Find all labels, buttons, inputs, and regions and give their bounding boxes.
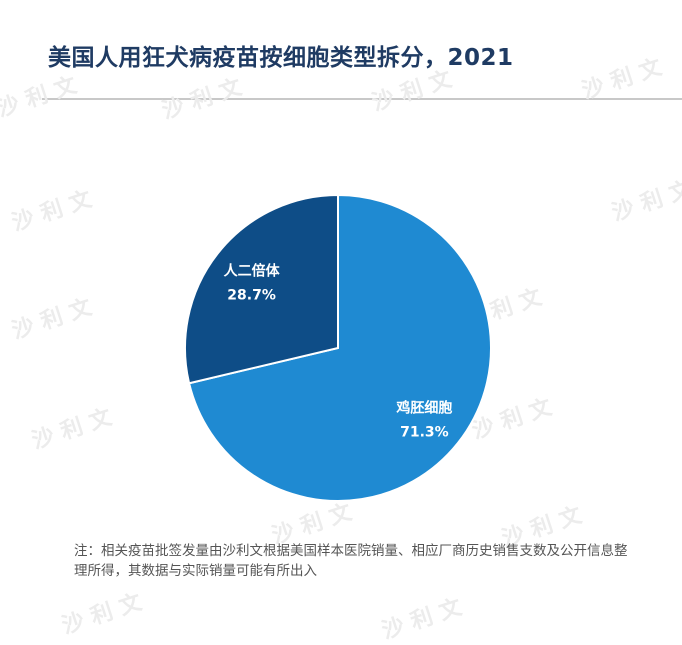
slice-value-label: 71.3% — [400, 424, 449, 440]
pie-slice — [184, 193, 339, 385]
slice-label: 人二倍体 — [224, 263, 281, 280]
slice-label: 鸡胚细胞 — [395, 399, 452, 416]
title-divider — [42, 98, 682, 100]
slice-value-label: 28.7% — [227, 288, 276, 304]
footnote: 注：相关疫苗批签发量由沙利文根据美国样本医院销量、相应厂商历史销售支数及公开信息… — [74, 543, 628, 579]
pie-chart: 鸡胚细胞 71.3% 人二倍体 28.7% — [184, 193, 492, 502]
pie-slice — [187, 193, 492, 502]
page-title: 美国人用狂犬病疫苗按细胞类型拆分，2021 — [48, 45, 514, 71]
